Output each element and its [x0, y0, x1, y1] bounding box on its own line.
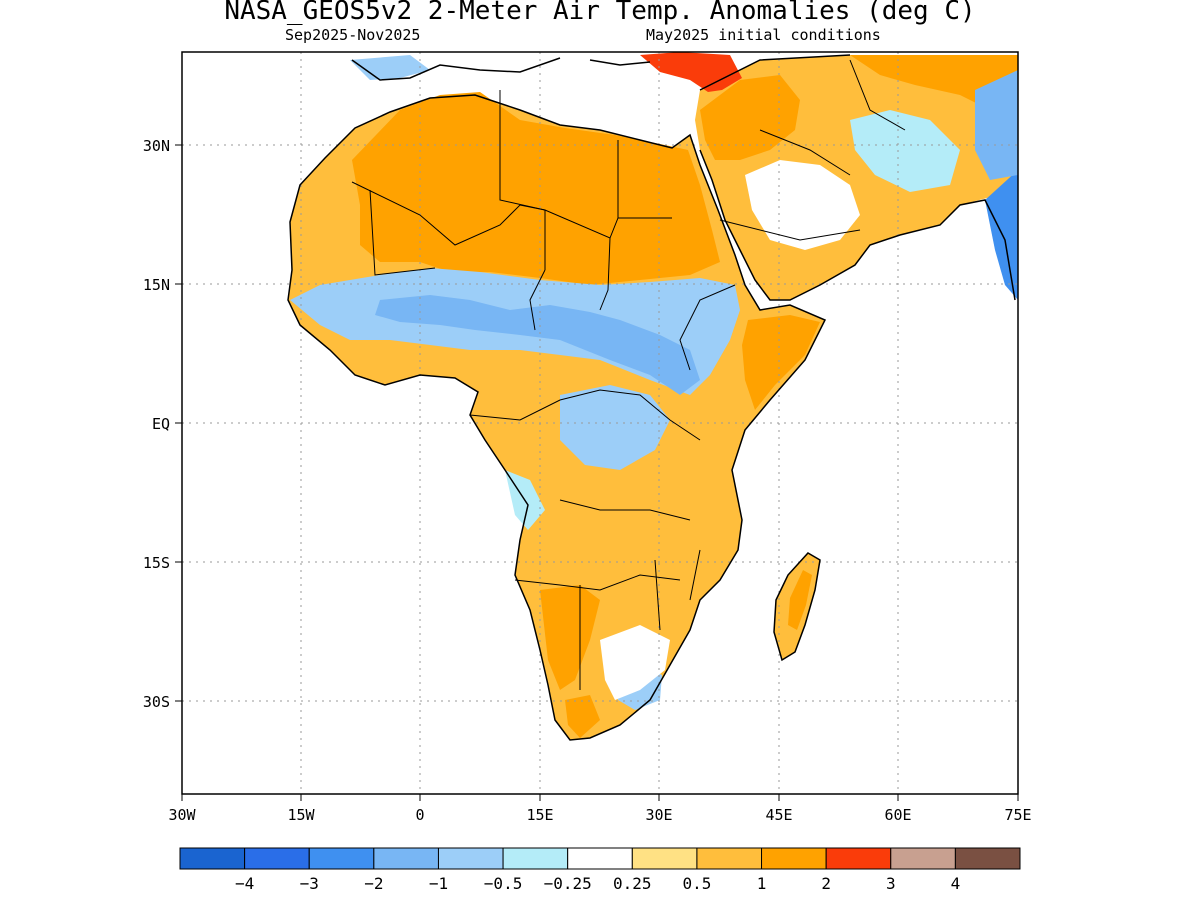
colorbar-swatch [890, 847, 956, 870]
lon-tick-labels: 30W 15W 0 15E 30E 45E 60E 75E [168, 806, 1031, 824]
colorbar-swatch [567, 847, 633, 870]
sahel-stronger-cool-anomaly [375, 295, 700, 395]
lon-tick-label: 15W [287, 806, 315, 824]
lon-tick-label: 30E [645, 806, 672, 824]
colorbar-label: 1 [757, 874, 767, 893]
colorbar-label: 0.5 [682, 874, 711, 893]
colorbar-swatch [631, 847, 698, 870]
lon-tick-label: 60E [884, 806, 911, 824]
colorbar-label: −1 [429, 874, 448, 893]
south-africa-coast-warm-anomaly [565, 695, 600, 738]
colorbar-label: −0.25 [544, 874, 592, 893]
horn-of-africa-warm-anomaly [742, 315, 820, 410]
colorbar: −4 −3 −2 −1 −0.5 −0.25 0.25 0.5 1 2 3 4 [179, 847, 1021, 893]
levant-warm-anomaly [700, 75, 800, 160]
colorbar-swatch [179, 847, 246, 870]
lat-tick-label: 30N [143, 137, 170, 155]
coastlines [287, 54, 1016, 741]
lat-tick-label: 15N [143, 276, 170, 294]
map-field [182, 52, 1018, 794]
axis-ticks [175, 144, 1019, 801]
colorbar-label: 3 [886, 874, 896, 893]
lon-tick-label: 75E [1004, 806, 1031, 824]
colorbar-swatch [437, 847, 504, 870]
lat-tick-label: 15S [143, 554, 170, 572]
pakistan-cool-anomaly [975, 70, 1018, 180]
colorbar-swatch [244, 847, 310, 870]
lat-tick-label: 30S [143, 693, 170, 711]
colorbar-swatch [696, 847, 763, 870]
colorbar-swatch [761, 847, 827, 870]
colorbar-swatch [954, 847, 1021, 870]
madagascar-hot-core [788, 570, 812, 630]
lon-tick-label: 0 [415, 806, 424, 824]
map-title: NASA_GEOS5v2 2-Meter Air Temp. Anomalies… [224, 0, 976, 26]
colorbar-label: 2 [821, 874, 831, 893]
colorbar-label: −0.5 [484, 874, 523, 893]
colorbar-swatch [502, 847, 569, 870]
southern-africa-warm-anomaly [540, 585, 600, 690]
graticule [182, 52, 1018, 794]
iraq-cool-anomaly [850, 110, 960, 192]
colorbar-label: −3 [300, 874, 319, 893]
colorbar-label: 0.25 [613, 874, 652, 893]
congo-cool-anomaly [560, 385, 670, 470]
arabia-interior-neutral [745, 160, 860, 250]
colorbar-swatch [308, 847, 375, 870]
colorbar-label: 4 [951, 874, 961, 893]
sahara-warm-anomaly [352, 92, 720, 285]
forecast-period: Sep2025-Nov2025 [285, 26, 421, 44]
colorbar-swatch [373, 847, 439, 870]
lon-tick-label: 15E [526, 806, 553, 824]
initial-conditions: May2025 initial conditions [646, 26, 881, 44]
southeast-africa-neutral [600, 625, 670, 700]
country-borders [351, 59, 906, 690]
lat-tick-labels: 30N 15N EQ 15S 30S [143, 137, 170, 711]
colorbar-swatch [825, 847, 892, 870]
lat-tick-label: EQ [152, 415, 170, 433]
colorbar-label: −4 [235, 874, 254, 893]
colorbar-label: −2 [364, 874, 383, 893]
lon-tick-label: 45E [765, 806, 792, 824]
lon-tick-label: 30W [168, 806, 196, 824]
